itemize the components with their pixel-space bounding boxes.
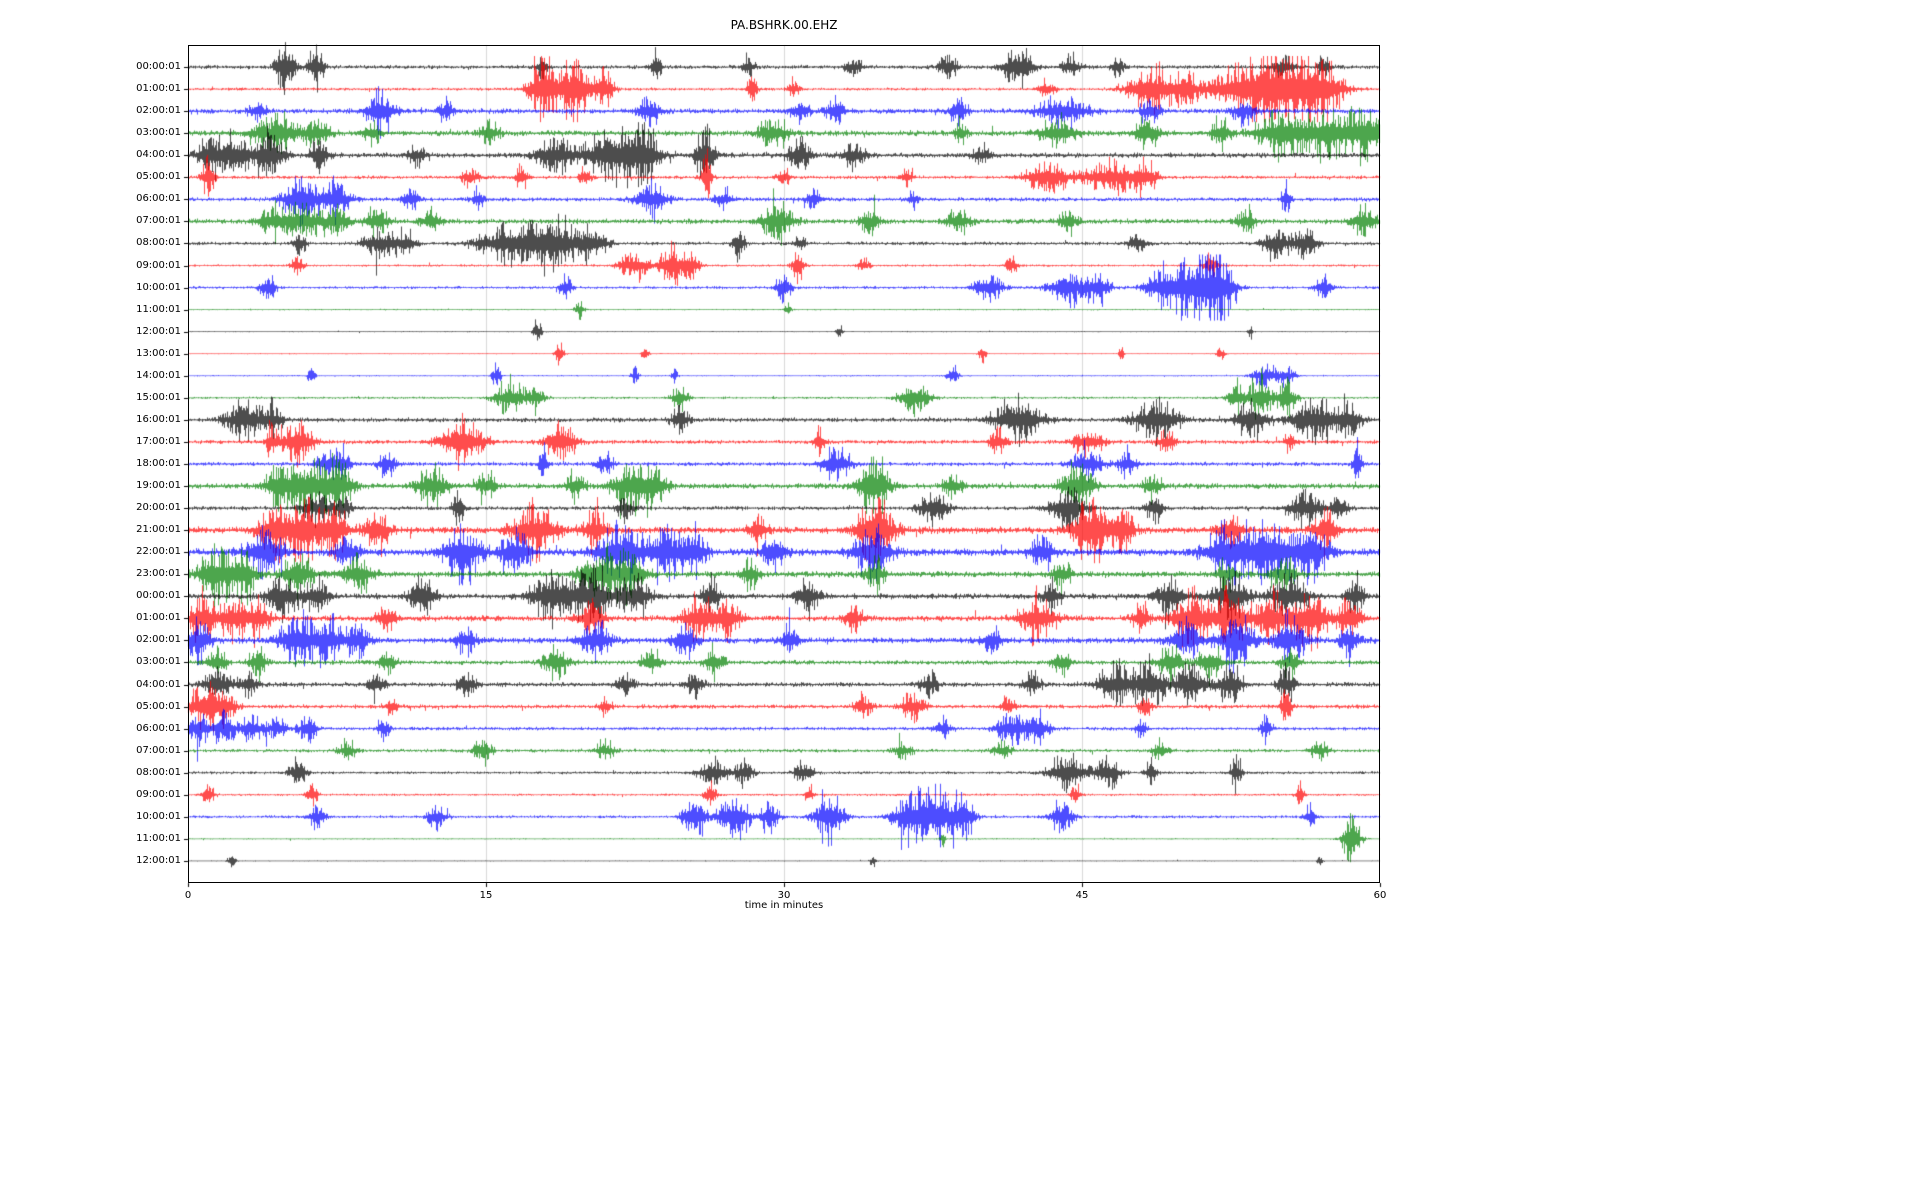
y-tick-label: 12:00:01 [136, 326, 181, 337]
y-tick-label: 09:00:01 [136, 260, 181, 271]
y-tick-label: 16:00:01 [136, 414, 181, 425]
x-tick-label: 45 [1075, 890, 1089, 901]
y-tick-label: 12:00:01 [136, 855, 181, 866]
y-tick-label: 17:00:01 [136, 436, 181, 447]
y-tick-label: 23:00:01 [136, 568, 181, 579]
y-tick-label: 00:00:01 [136, 590, 181, 601]
y-tick-label: 06:00:01 [136, 193, 181, 204]
y-tick-label: 01:00:01 [136, 83, 181, 94]
y-tick-label: 01:00:01 [136, 612, 181, 623]
y-tick-label: 19:00:01 [136, 480, 181, 491]
y-tick-label: 06:00:01 [136, 723, 181, 734]
x-tick-label: 15 [479, 890, 493, 901]
y-tick-label: 02:00:01 [136, 105, 181, 116]
y-tick-label: 07:00:01 [136, 215, 181, 226]
y-tick-label: 11:00:01 [136, 833, 181, 844]
y-tick-label: 05:00:01 [136, 171, 181, 182]
y-tick-label: 04:00:01 [136, 149, 181, 160]
y-tick-label: 09:00:01 [136, 789, 181, 800]
y-tick-label: 08:00:01 [136, 237, 181, 248]
y-tick-label: 22:00:01 [136, 546, 181, 557]
y-tick-label: 14:00:01 [136, 370, 181, 381]
y-tick-label: 05:00:01 [136, 701, 181, 712]
y-tick-label: 10:00:01 [136, 282, 181, 293]
y-tick-label: 02:00:01 [136, 634, 181, 645]
y-tick-label: 04:00:01 [136, 679, 181, 690]
plot-area-border [188, 45, 1380, 883]
y-tick-label: 15:00:01 [136, 392, 181, 403]
y-tick-label: 07:00:01 [136, 745, 181, 756]
x-axis-label: time in minutes [744, 900, 824, 911]
y-tick-label: 20:00:01 [136, 502, 181, 513]
x-tick-label: 60 [1373, 890, 1387, 901]
y-tick-label: 10:00:01 [136, 811, 181, 822]
y-tick-label: 03:00:01 [136, 656, 181, 667]
y-tick-label: 13:00:01 [136, 348, 181, 359]
y-tick-label: 03:00:01 [136, 127, 181, 138]
x-tick-label: 30 [777, 890, 791, 901]
y-tick-label: 11:00:01 [136, 304, 181, 315]
x-tick-label: 0 [184, 890, 192, 901]
y-tick-label: 21:00:01 [136, 524, 181, 535]
y-tick-label: 08:00:01 [136, 767, 181, 778]
y-tick-label: 00:00:01 [136, 61, 181, 72]
y-tick-label: 18:00:01 [136, 458, 181, 469]
